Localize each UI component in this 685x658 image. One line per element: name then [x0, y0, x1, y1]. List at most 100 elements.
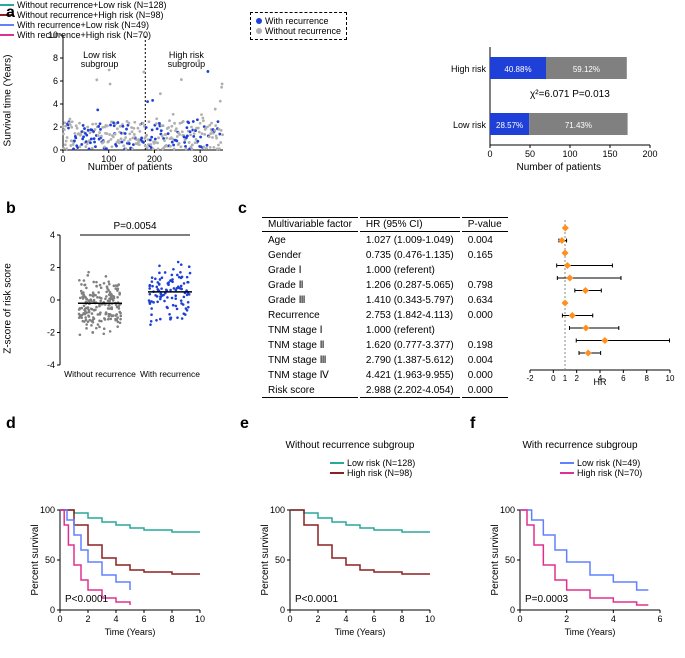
- svg-text:59.12%: 59.12%: [573, 65, 600, 74]
- panel-f-legend: Low risk (N=49)High risk (N=70): [560, 458, 642, 478]
- svg-text:High risk: High risk: [451, 64, 487, 74]
- svg-text:100: 100: [270, 505, 285, 515]
- svg-text:2: 2: [574, 374, 579, 383]
- svg-text:8: 8: [169, 614, 174, 624]
- multivariable-table: Multivariable factorHR (95% CI)P-valueAg…: [260, 215, 510, 400]
- panel-c-forest: -202468101HR: [520, 220, 675, 385]
- km-legend-item: Low risk (N=49): [560, 458, 642, 468]
- svg-text:300: 300: [193, 154, 208, 164]
- bar-xlabel: Number of patients: [517, 162, 602, 173]
- svg-text:subgroup: subgroup: [81, 59, 119, 69]
- panel-d-km: 0246810050100Time (Years)Percent surviva…: [30, 490, 210, 640]
- svg-text:2: 2: [85, 614, 90, 624]
- panel-a-scatter: 01002003000246810Low risksubgroupHigh ri…: [30, 20, 230, 170]
- svg-text:Without recurrence: Without recurrence: [64, 369, 136, 379]
- svg-text:2: 2: [564, 614, 569, 624]
- svg-text:40.88%: 40.88%: [504, 65, 531, 74]
- km-f-svg: 0246050100Time (Years)Percent survivalP=…: [490, 490, 670, 640]
- svg-text:P<0.0001: P<0.0001: [295, 594, 339, 605]
- scatter-ylabel: Survival time (Years): [3, 55, 14, 147]
- svg-text:Percent survival: Percent survival: [490, 524, 501, 595]
- svg-text:0: 0: [287, 614, 292, 624]
- svg-text:6: 6: [141, 614, 146, 624]
- figure-root: a 01002003000246810Low risksubgroupHigh …: [0, 0, 685, 658]
- panel-e-label: e: [240, 415, 249, 433]
- svg-text:0: 0: [57, 614, 62, 624]
- panel-b-dotplot: -4-2024P=0.0054Without recurrenceWith re…: [30, 215, 220, 390]
- dot-icon: [256, 18, 262, 24]
- km-d-svg: 0246810050100Time (Years)Percent surviva…: [30, 490, 210, 640]
- svg-text:0: 0: [517, 614, 522, 624]
- svg-text:4: 4: [53, 99, 58, 109]
- panel-f-km: With recurrence subgroup Low risk (N=49)…: [490, 490, 670, 640]
- panel-a-label: a: [6, 4, 15, 22]
- svg-text:10: 10: [425, 614, 435, 624]
- svg-text:2: 2: [53, 122, 58, 132]
- svg-text:Percent survival: Percent survival: [260, 524, 271, 595]
- svg-text:P=0.0003: P=0.0003: [525, 594, 569, 605]
- km-legend-label: Low risk (N=49): [577, 458, 640, 468]
- svg-text:10: 10: [195, 614, 205, 624]
- svg-text:Time (Years): Time (Years): [565, 627, 616, 637]
- km-legend-label: High risk (N=98): [347, 468, 412, 478]
- svg-text:2: 2: [315, 614, 320, 624]
- svg-text:With recurrence: With recurrence: [140, 369, 200, 379]
- svg-text:Percent survival: Percent survival: [30, 524, 41, 595]
- svg-text:28.57%: 28.57%: [496, 121, 523, 130]
- svg-text:P=0.0054: P=0.0054: [113, 221, 157, 232]
- svg-text:71.43%: 71.43%: [565, 121, 592, 130]
- svg-text:4: 4: [113, 614, 118, 624]
- svg-text:Time (Years): Time (Years): [335, 627, 386, 637]
- scatter-xlabel: Number of patients: [88, 162, 173, 173]
- svg-text:200: 200: [642, 149, 657, 159]
- km-legend-item: Low risk (N=128): [330, 458, 415, 468]
- panel-e-km: Without recurrence subgroup Low risk (N=…: [260, 490, 440, 640]
- legend-with-label: With recurrence: [265, 16, 329, 26]
- panel-a-legend: With recurrence Without recurrence: [250, 12, 347, 40]
- panel-b-label: b: [6, 200, 16, 218]
- km-e-svg: 0246810050100Time (Years)Percent surviva…: [260, 490, 440, 640]
- svg-text:0: 0: [50, 295, 55, 305]
- svg-text:4: 4: [343, 614, 348, 624]
- svg-text:100: 100: [562, 149, 577, 159]
- km-legend-label: High risk (N=70): [577, 468, 642, 478]
- km-legend-label: Low risk (N=128): [347, 458, 415, 468]
- svg-text:50: 50: [275, 555, 285, 565]
- svg-text:0: 0: [60, 154, 65, 164]
- svg-text:6: 6: [657, 614, 662, 624]
- dotplot-ylabel: Z-score of risk score: [3, 263, 14, 354]
- svg-text:Low risk: Low risk: [453, 120, 487, 130]
- svg-text:10: 10: [48, 30, 58, 40]
- svg-text:0: 0: [50, 605, 55, 615]
- svg-text:6: 6: [371, 614, 376, 624]
- svg-text:50: 50: [45, 555, 55, 565]
- dotplot-svg: -4-2024P=0.0054Without recurrenceWith re…: [30, 215, 220, 390]
- km-legend-label: Without recurrence+Low risk (N=128): [17, 0, 167, 10]
- svg-text:HR: HR: [594, 377, 607, 385]
- line-icon: [0, 34, 14, 36]
- svg-text:8: 8: [399, 614, 404, 624]
- legend-without: Without recurrence: [256, 26, 341, 36]
- svg-text:-4: -4: [47, 360, 55, 370]
- line-icon: [330, 472, 344, 474]
- panel-d-label: d: [6, 415, 16, 433]
- panel-e-legend: Low risk (N=128)High risk (N=98): [330, 458, 415, 478]
- panel-c-table: Multivariable factorHR (95% CI)P-valueAg…: [260, 215, 510, 400]
- svg-text:8: 8: [53, 53, 58, 63]
- svg-text:0: 0: [280, 605, 285, 615]
- legend-with: With recurrence: [256, 16, 341, 26]
- svg-text:P<0.0001: P<0.0001: [65, 594, 109, 605]
- svg-text:0: 0: [53, 145, 58, 155]
- svg-text:4: 4: [611, 614, 616, 624]
- scatter-svg: 01002003000246810Low risksubgroupHigh ri…: [30, 20, 230, 170]
- line-icon: [560, 472, 574, 474]
- line-icon: [330, 462, 344, 464]
- line-icon: [0, 24, 14, 26]
- km-legend-label: Without recurrence+High risk (N=98): [17, 10, 164, 20]
- km-legend-item: Without recurrence+Low risk (N=128): [0, 0, 205, 10]
- svg-text:8: 8: [644, 374, 649, 383]
- svg-text:4: 4: [50, 230, 55, 240]
- svg-text:100: 100: [40, 505, 55, 515]
- panel-f-title: With recurrence subgroup: [522, 440, 637, 451]
- svg-text:2: 2: [50, 263, 55, 273]
